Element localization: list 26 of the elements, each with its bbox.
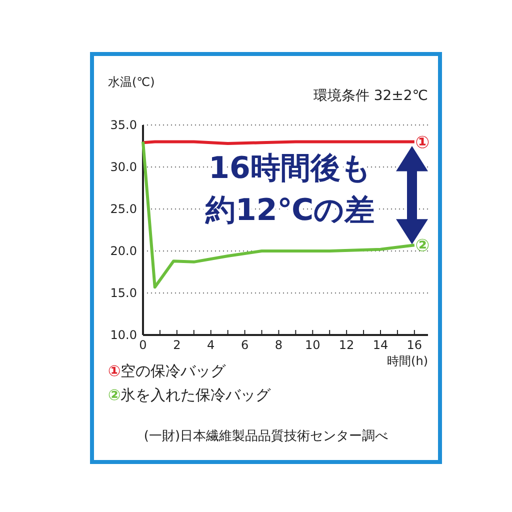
annotation: ②: [415, 236, 430, 256]
y-tick-label: 35.0: [110, 118, 137, 132]
x-tick-label: 10: [305, 338, 320, 352]
y-tick-label: 25.0: [110, 202, 137, 216]
x-tick-label: 16: [406, 338, 422, 352]
x-axis-title: 時間(h): [387, 354, 428, 368]
chart-subtitle: 環境条件 32±2℃: [313, 88, 428, 104]
x-tick-label: 2: [173, 338, 181, 352]
annotation: 約12℃の差: [204, 193, 375, 228]
y-tick-label: 30.0: [110, 160, 137, 174]
y-tick-label: 10.0: [110, 328, 137, 342]
x-tick-label: 6: [240, 338, 249, 352]
annotation: ①: [415, 132, 430, 153]
y-tick-label: 15.0: [110, 286, 137, 300]
x-tick-label: 12: [338, 338, 354, 352]
x-tick-label: 0: [139, 338, 147, 352]
x-tick-label: 4: [207, 338, 215, 352]
text: (一財)日本繊維製品品質技術センター調べ: [144, 429, 388, 444]
annotation: 16時間後も: [208, 151, 372, 186]
y-axis-title: 水温(℃): [108, 75, 155, 89]
text: ①空の保冷バッグ: [108, 362, 227, 380]
x-tick-label: 8: [274, 338, 283, 352]
text: ②氷を入れた保冷バッグ: [108, 386, 272, 404]
y-tick-label: 20.0: [110, 244, 137, 258]
x-tick-label: 14: [372, 338, 388, 352]
line-series: [142, 140, 416, 289]
